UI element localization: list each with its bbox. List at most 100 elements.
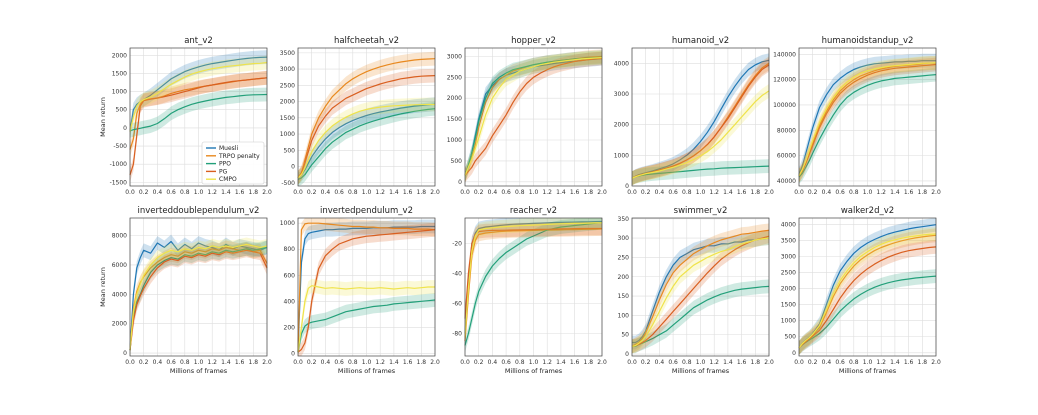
panel-hopper_v2: 0.0 0.2 0.4 0.6 0.8 1.0 1.2 1.4 1.6 1.8 2.0 0 500 100… [447, 36, 607, 196]
y-tick-label: -500 [113, 143, 127, 150]
series-line-pg [129, 249, 268, 351]
y-tick-label: 1000 [112, 89, 127, 96]
x-axis-label: Millions of frames [672, 367, 730, 375]
y-tick-label: 2000 [614, 122, 629, 129]
y-tick-label: 80000 [777, 127, 796, 134]
panel-humanoid_v2: 0.0 0.2 0.4 0.6 0.8 1.0 1.2 1.4 1.6 1.8 2.0 0 1000 20… [614, 36, 774, 196]
x-tick-label: 0.8 [348, 359, 358, 366]
x-tick-label: 0.0 [125, 189, 135, 196]
legend-entry: CMPO [219, 176, 237, 183]
x-tick-label: 1.4 [556, 189, 566, 196]
band-ppo [632, 279, 769, 354]
series-line-cmpo [464, 57, 603, 176]
x-tick-label: 0.8 [849, 359, 859, 366]
series-line-cmpo [631, 90, 770, 179]
x-tick-label: 0.4 [321, 189, 331, 196]
x-tick-label: 0.2 [307, 359, 317, 366]
series-line-trpo-penalty [631, 229, 770, 347]
x-tick-label: 0.6 [835, 189, 845, 196]
x-tick-label: 0.0 [627, 189, 637, 196]
x-tick-label: 0.6 [501, 359, 511, 366]
x-tick-label: 1.8 [751, 359, 761, 366]
panel-title: swimmer_v2 [674, 206, 728, 216]
panel-title: hopper_v2 [511, 36, 556, 46]
x-tick-label: 1.4 [221, 359, 231, 366]
y-tick-label: 3000 [280, 66, 295, 73]
x-tick-label: 1.6 [904, 189, 914, 196]
x-tick-label: 1.4 [723, 359, 733, 366]
band-muesli [130, 234, 267, 356]
panel-swimmer_v2: 0.0 0.2 0.4 0.6 0.8 1.0 1.2 1.4 1.6 1.8 2.0 0 50 100 1… [618, 206, 774, 375]
y-tick-label: 2000 [280, 99, 295, 106]
x-tick-label: 1.0 [696, 189, 706, 196]
x-tick-label: 2.0 [262, 359, 272, 366]
x-tick-label: 0.8 [180, 189, 190, 196]
series-line-ppo [129, 246, 268, 351]
y-tick-label: 2000 [781, 286, 796, 293]
series-line-cmpo [464, 222, 603, 337]
x-tick-label: 1.8 [918, 359, 928, 366]
x-tick-label: 2.0 [262, 189, 272, 196]
x-tick-label: 1.4 [221, 189, 231, 196]
band-ppo [298, 293, 435, 356]
series-line-muesli [632, 237, 770, 344]
series-line-ppo [798, 275, 937, 349]
series-line-cmpo [129, 61, 268, 132]
y-tick-label: 3500 [781, 237, 796, 244]
y-tick-label: 1000 [781, 318, 796, 325]
x-tick-label: 0.0 [125, 359, 135, 366]
y-tick-label: 3000 [781, 254, 796, 261]
y-tick-label: 150 [618, 293, 630, 300]
x-tick-label: 0.6 [501, 189, 511, 196]
legend-entry: TRPO penalty [218, 153, 260, 160]
series-line-cmpo [798, 62, 937, 177]
series-line-muesli [798, 60, 936, 175]
series-line-cmpo [297, 103, 435, 179]
x-tick-label: 1.2 [876, 359, 886, 366]
x-tick-label: 1.6 [737, 189, 747, 196]
x-tick-label: 1.8 [417, 189, 427, 196]
y-tick-label: 8000 [112, 233, 127, 240]
series-line-cmpo [798, 233, 937, 349]
x-tick-label: 0.8 [682, 359, 692, 366]
y-tick-label: 400 [284, 298, 296, 305]
x-tick-label: 2.0 [764, 359, 774, 366]
x-tick-label: 1.6 [235, 189, 245, 196]
series-line-pg [798, 63, 937, 177]
y-tick-label: 100000 [773, 102, 796, 109]
y-tick-label: 500 [284, 147, 296, 154]
y-tick-label: 6000 [112, 262, 127, 269]
series-line-ppo [464, 221, 603, 346]
band-trpo-penalty [799, 56, 936, 183]
panel-title: invertedpendulum_v2 [320, 206, 413, 216]
y-tick-label: 3500 [280, 50, 295, 57]
x-tick-label: 0.4 [822, 189, 832, 196]
x-tick-label: 2.0 [430, 189, 440, 196]
x-tick-label: 0.6 [334, 359, 344, 366]
series-line-pg [631, 235, 770, 347]
x-tick-label: 1.4 [723, 189, 733, 196]
x-tick-label: 0.4 [488, 189, 498, 196]
series-line-ppo [798, 74, 937, 178]
x-tick-label: 0.4 [655, 189, 665, 196]
band-trpo-penalty [632, 56, 769, 186]
series-line-pg [129, 77, 268, 176]
band-trpo-penalty [298, 218, 435, 356]
band-trpo-penalty [465, 49, 602, 183]
x-tick-label: 1.2 [709, 359, 719, 366]
x-tick-label: 0.4 [822, 359, 832, 366]
legend-box [201, 141, 265, 185]
x-tick-label: 1.4 [890, 359, 900, 366]
y-tick-label: 1500 [781, 302, 796, 309]
panel-walker2d_v2: 0.0 0.2 0.4 0.6 0.8 1.0 1.2 1.4 1.6 1.8 2.0 0 500 100… [781, 206, 941, 375]
x-tick-label: 0.0 [460, 189, 470, 196]
band-pg [632, 58, 769, 186]
y-tick-label: 0 [123, 125, 127, 132]
panel-humanoidstandup_v2: 0.0 0.2 0.4 0.6 0.8 1.0 1.2 1.4 1.6 1.8 2.0 40000 60… [773, 36, 941, 196]
x-tick-label: 0.0 [794, 359, 804, 366]
x-tick-label: 1.8 [918, 189, 928, 196]
y-tick-label: -1000 [110, 161, 128, 168]
band-cmpo [298, 97, 435, 185]
series-line-trpo-penalty [464, 228, 603, 342]
x-tick-label: 0.6 [668, 189, 678, 196]
